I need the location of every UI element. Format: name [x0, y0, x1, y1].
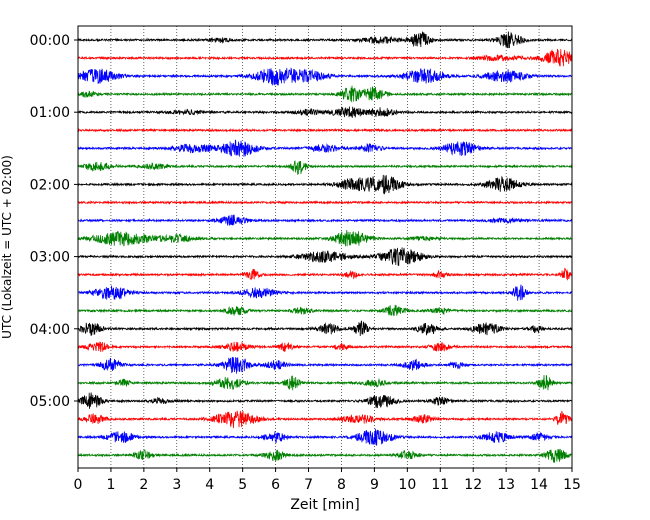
x-tick-label: 7 [304, 477, 313, 493]
trace-line [77, 67, 573, 86]
y-tick-label: 03:00 [30, 250, 70, 266]
trace-line [77, 214, 573, 226]
y-tick-label: 05:00 [30, 394, 70, 410]
x-tick-label: 10 [398, 477, 416, 493]
x-tick-label: 11 [431, 477, 449, 493]
x-tick-label: 13 [497, 477, 515, 493]
trace-line [77, 247, 573, 266]
trace-line [77, 304, 573, 316]
x-tick-label: 4 [205, 477, 214, 493]
trace-line [77, 127, 573, 133]
trace-line [77, 174, 573, 195]
x-tick-label: 9 [370, 477, 379, 493]
trace-line [77, 85, 573, 103]
trace-line [77, 229, 573, 247]
trace-line [77, 30, 573, 49]
y-tick-label: 00:00 [30, 33, 70, 49]
x-tick-label: 1 [106, 477, 115, 493]
axis-ticks: 0 1 2 3 4 5 6 7 8 9 10 11 12 13 14 1500:0001:0002:0003:… [30, 33, 581, 493]
trace-line [77, 267, 573, 281]
trace-line [77, 200, 573, 205]
trace-line [77, 160, 573, 175]
x-tick-label: 0 [74, 477, 83, 493]
trace-line [77, 410, 573, 429]
trace-line [77, 139, 573, 157]
x-tick-label: 3 [172, 477, 181, 493]
trace-line [77, 48, 573, 67]
trace-line [77, 356, 573, 374]
x-tick-label: 15 [563, 477, 581, 493]
x-tick-label: 5 [238, 477, 247, 493]
y-tick-label: 04:00 [30, 322, 70, 338]
x-tick-label: 6 [271, 477, 280, 493]
x-tick-label: 8 [337, 477, 346, 493]
trace-line [77, 341, 573, 352]
trace-line [77, 375, 573, 391]
trace-line [77, 448, 573, 463]
x-tick-label: 12 [464, 477, 482, 493]
trace-line [77, 106, 573, 118]
plot-frame [77, 25, 573, 469]
trace-line [77, 392, 573, 409]
y-axis-label: UTC (Lokalzeit = UTC + 02:00) [0, 155, 14, 339]
trace-lines [77, 30, 573, 463]
trace-line [77, 284, 573, 301]
y-tick-label: 01:00 [30, 105, 70, 121]
x-tick-label: 14 [530, 477, 548, 493]
x-axis-label: Zeit [min] [290, 497, 359, 513]
x-tick-label: 2 [139, 477, 148, 493]
trace-line [77, 428, 573, 446]
trace-line [77, 320, 573, 337]
y-tick-label: 02:00 [30, 177, 70, 193]
